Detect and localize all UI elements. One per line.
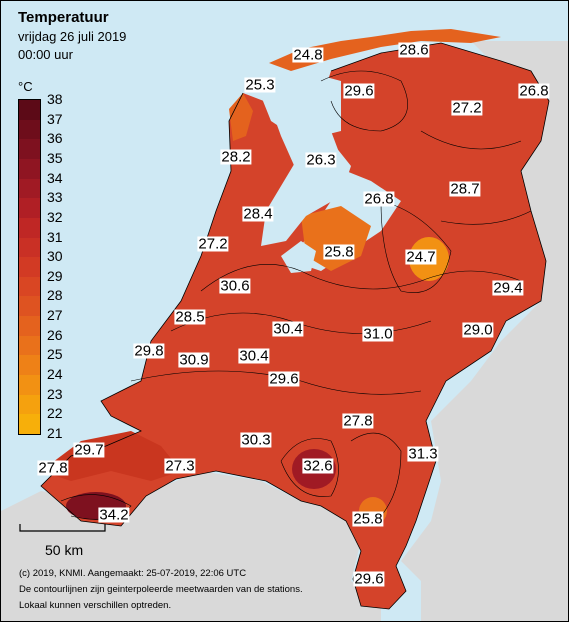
station-temperature: 32.6 — [302, 457, 334, 475]
legend-color-cell — [19, 178, 40, 199]
station-temperature: 30.4 — [238, 347, 270, 365]
station-temperature: 30.4 — [272, 320, 304, 338]
station-temperature: 26.8 — [363, 190, 395, 208]
legend-label: 24 — [47, 366, 63, 383]
station-temperature: 30.6 — [219, 277, 251, 295]
station-temperature: 27.2 — [197, 235, 229, 253]
station-temperature: 29.4 — [492, 279, 524, 297]
legend-label: 28 — [47, 287, 63, 304]
station-temperature: 29.0 — [462, 321, 494, 339]
legend-label: 26 — [47, 326, 63, 343]
station-temperature: 29.6 — [268, 370, 300, 388]
disclaimer-text-2: Lokaal kunnen verschillen optreden. — [19, 600, 172, 611]
legend-label: 27 — [47, 307, 63, 324]
legend-label: 31 — [47, 228, 63, 245]
contour-line — [320, 70, 408, 132]
station-temperature: 27.8 — [37, 459, 69, 477]
contour-line — [60, 494, 132, 520]
station-temperature: 29.6 — [353, 570, 385, 588]
station-temperature: 29.7 — [73, 441, 105, 459]
zeeland-islands — [41, 431, 181, 481]
station-temperature: 28.5 — [174, 308, 206, 326]
station-temperature: 25.3 — [244, 76, 276, 94]
station-temperature: 25.8 — [352, 510, 384, 528]
legend-label: 21 — [47, 425, 63, 441]
legend-label: 36 — [47, 130, 63, 147]
contour-line — [280, 438, 339, 497]
legend-color-cell — [19, 100, 40, 120]
markermeer — [281, 241, 316, 273]
copyright-text: (c) 2019, KNMI. Aangemaakt: 25-07-2019, … — [19, 568, 247, 579]
map-date: vrijdag 26 juli 2019 — [18, 29, 127, 44]
station-temperature: 29.6 — [343, 82, 375, 100]
station-temperature: 31.0 — [362, 325, 394, 343]
station-temperature: 34.2 — [98, 506, 130, 524]
legend-label: 32 — [47, 208, 63, 225]
legend-color-cell — [19, 198, 40, 219]
legend-label: 38 — [47, 91, 63, 107]
legend-color-cell — [19, 237, 40, 258]
station-temperature: 30.3 — [240, 431, 272, 449]
station-temperature: 26.3 — [305, 151, 337, 169]
legend-label: 29 — [47, 267, 63, 284]
legend-color-cell — [19, 139, 40, 160]
station-temperature: 28.2 — [220, 148, 252, 166]
station-temperature: 27.2 — [451, 99, 483, 117]
station-temperature: 25.8 — [323, 243, 355, 261]
map-title: Temperatuur — [18, 9, 109, 26]
contour-line — [440, 210, 532, 225]
map-time: 00:00 uur — [18, 47, 73, 62]
legend-label: 34 — [47, 169, 63, 186]
legend-color-cell — [19, 414, 40, 435]
legend-label: 33 — [47, 189, 63, 206]
station-temperature: 27.8 — [342, 412, 374, 430]
legend-color-cell — [19, 375, 40, 396]
legend-label: 37 — [47, 110, 63, 127]
legend-color-cell — [19, 276, 40, 297]
germany-land — [401, 41, 568, 621]
legend-label: 35 — [47, 149, 63, 166]
legend-label: 23 — [47, 385, 63, 402]
contour-line — [350, 432, 402, 527]
wadden-islands — [269, 29, 501, 71]
waddenzee — [261, 73, 341, 141]
texel-island — [229, 93, 253, 141]
legend-color-cell — [19, 355, 40, 376]
scale-bar — [19, 524, 106, 532]
legend-label: 22 — [47, 405, 63, 422]
contour-line — [420, 130, 522, 150]
station-temperature: 28.7 — [449, 180, 481, 198]
legend-color-cell — [19, 394, 40, 415]
legend-color-cell — [19, 335, 40, 356]
contour-line — [200, 264, 522, 292]
station-temperature: 29.8 — [133, 342, 165, 360]
legend-label: 30 — [47, 248, 63, 265]
contour-line — [380, 200, 452, 293]
legend-unit: °C — [18, 79, 33, 94]
temperature-legend — [18, 99, 41, 435]
station-temperature: 26.8 — [518, 82, 550, 100]
contour-line — [130, 370, 422, 395]
legend-color-cell — [19, 316, 40, 337]
coastline — [40, 42, 550, 610]
station-temperature: 28.6 — [398, 41, 430, 59]
station-temperature: 31.3 — [407, 445, 439, 463]
station-temperature: 24.8 — [292, 46, 324, 64]
legend-color-cell — [19, 257, 40, 278]
legend-color-cell — [19, 158, 40, 179]
scale-label: 50 km — [45, 542, 84, 558]
station-temperature: 30.9 — [178, 351, 210, 369]
legend-color-cell — [19, 217, 40, 238]
station-temperature: 28.4 — [242, 205, 274, 223]
legend-label: 25 — [47, 346, 63, 363]
station-temperature: 24.7 — [405, 248, 437, 266]
disclaimer-text: De contourlijnen zijn geinterpoleerde me… — [19, 584, 303, 595]
legend-color-cell — [19, 296, 40, 317]
legend-color-cell — [19, 119, 40, 140]
station-temperature: 27.3 — [164, 457, 196, 475]
